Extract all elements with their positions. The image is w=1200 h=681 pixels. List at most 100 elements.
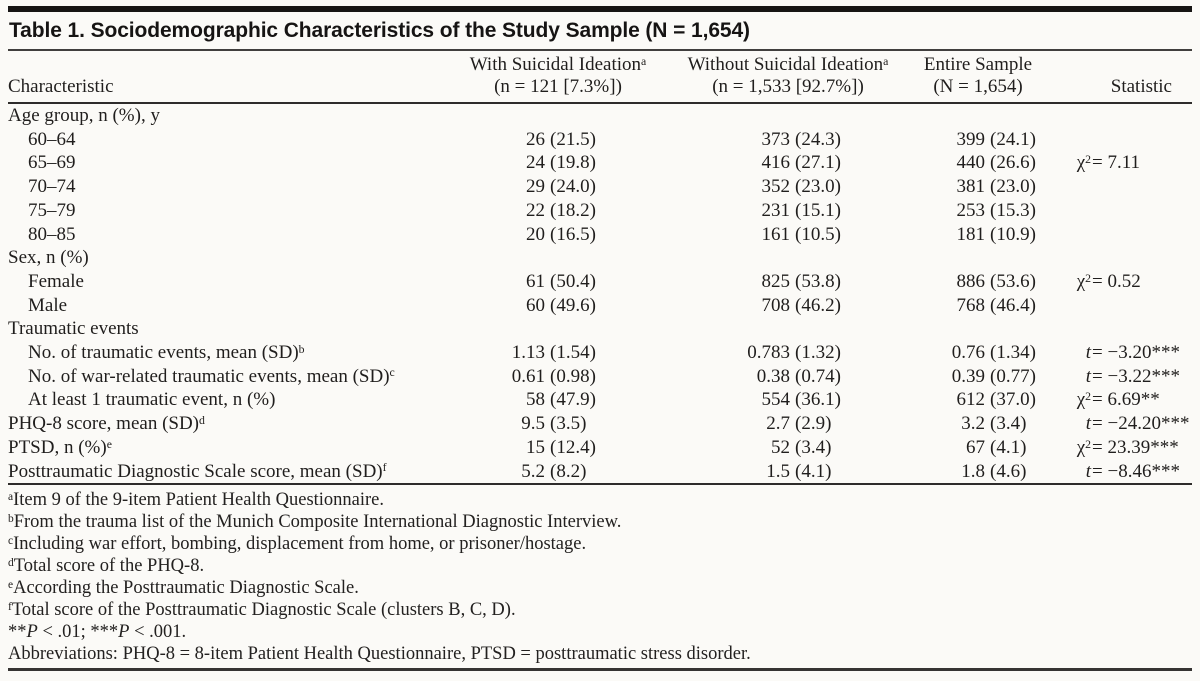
value-number: 416	[761, 152, 791, 174]
without-si-cell: 708 (46.2)	[668, 294, 908, 318]
without-si-cell-value: 825 (53.8)	[668, 270, 908, 294]
footnote-line: cIncluding war effort, bombing, displace…	[8, 534, 587, 555]
without-si-cell-value: 708 (46.2)	[668, 294, 908, 318]
with-si-cell: 20 (16.5)	[448, 223, 668, 247]
without-si-cell: 352 (23.0)	[668, 175, 908, 199]
statistic-cell	[1048, 175, 1192, 199]
with-si-cell: 15 (12.4)	[448, 436, 668, 460]
top-black-bar	[8, 6, 1192, 12]
entire-sample-cell: 1.8 (4.6)	[908, 460, 1048, 484]
entire-sample-cell-value: 399 (24.1)	[908, 128, 1048, 152]
without-si-cell: 0.38 (0.74)	[668, 365, 908, 389]
without-si-cell-value: 1.5 (4.1)	[668, 460, 908, 484]
footnote-line: **P < .01; ***P < .001.	[8, 622, 187, 643]
value-percent: (18.2)	[550, 199, 596, 221]
header-with-si-n: (n = 121 [7.3%])	[494, 76, 622, 97]
value-percent: (8.2)	[550, 460, 587, 482]
with-si-cell-value: 22 (18.2)	[448, 199, 668, 223]
with-si-cell: 29 (24.0)	[448, 175, 668, 199]
without-si-cell: 554 (36.1)	[668, 388, 908, 412]
row-label: Male	[28, 294, 68, 316]
footnote-line: aItem 9 of the 9-item Patient Health Que…	[8, 490, 385, 511]
statistic-symbol: χ2	[1076, 389, 1092, 411]
header-statistic-label: Statistic	[1110, 76, 1172, 97]
value-number: 3.2	[961, 413, 985, 435]
without-si-cell-value: 2.7 (2.9)	[668, 412, 908, 436]
with-si-cell-value: 61 (50.4)	[448, 270, 668, 294]
footnote-marker-d: d	[199, 413, 205, 427]
table-row: At least 1 traumatic event, n (%) 58 (47.9…	[8, 388, 1192, 412]
value-percent: (50.4)	[550, 270, 596, 292]
without-si-cell: 161 (10.5)	[668, 223, 908, 247]
value-number: 1.13	[511, 342, 545, 364]
row-label: Posttraumatic Diagnostic Scale score, me…	[8, 460, 387, 482]
header-entire-sample-n: (N = 1,654)	[933, 76, 1023, 97]
table-body-table: Age group, n (%), y 60–64 26 (21.5) 373 (24.3…	[8, 104, 1192, 483]
rule-under-title	[8, 49, 1192, 51]
value-number: 29	[526, 176, 545, 198]
rule-above-footnotes	[8, 483, 1192, 486]
section-row: Sex, n (%)	[8, 246, 1192, 270]
footnotes: aItem 9 of the 9-item Patient Health Que…	[8, 485, 1192, 667]
value-percent: (0.98)	[550, 365, 596, 387]
footnote-marker-a: a	[883, 54, 889, 68]
without-si-cell-value: 161 (10.5)	[668, 223, 908, 247]
value-number: 1.8	[961, 460, 985, 482]
without-si-cell-value: 0.783 (1.32)	[668, 341, 908, 365]
with-si-cell-value: 24 (19.8)	[448, 151, 668, 175]
with-si-cell: 0.61 (0.98)	[448, 365, 668, 389]
value-percent: (4.1)	[795, 460, 832, 482]
section-row: Traumatic events	[8, 317, 1192, 341]
statistic-exponent: 2	[1085, 390, 1092, 404]
row-label: 60–64	[28, 128, 76, 150]
footnote-letter-c: c	[8, 534, 14, 547]
statistic-symbol: t	[1085, 460, 1092, 482]
value-percent: (19.8)	[550, 152, 596, 174]
value-number: 60	[526, 294, 545, 316]
value-number: 24	[526, 152, 545, 174]
value-percent: (49.6)	[550, 294, 596, 316]
row-label: 70–74	[28, 176, 76, 198]
value-number: 20	[526, 223, 545, 245]
entire-sample-cell-value: 253 (15.3)	[908, 199, 1048, 223]
value-number: 440	[956, 152, 986, 174]
entire-sample-cell: 768 (46.4)	[908, 294, 1048, 318]
table-row: 70–74 29 (24.0) 352 (23.0) 381 (23.0)	[8, 175, 1192, 199]
entire-sample-cell-value: 181 (10.9)	[908, 223, 1048, 247]
statistic-cell	[1048, 199, 1192, 223]
without-si-cell: 416 (27.1)	[668, 151, 908, 175]
value-number: 52	[771, 436, 790, 458]
statistic-symbol: t	[1085, 413, 1092, 435]
value-percent: (2.9)	[795, 413, 832, 435]
statistic-cell: χ2 = 0.52	[1048, 270, 1192, 294]
value-percent: (47.9)	[550, 389, 596, 411]
statistic-symbol: χ2	[1076, 152, 1092, 174]
footnote-letter-e: e	[8, 578, 14, 591]
header-statistic: Statistic	[1048, 51, 1192, 102]
header-characteristic-label: Characteristic	[8, 76, 114, 97]
value-number: 0.61	[511, 365, 545, 387]
statistic-exponent: 2	[1085, 437, 1092, 451]
entire-sample-cell-value: 440 (26.6)	[908, 151, 1048, 175]
value-percent: (3.4)	[990, 413, 1027, 435]
value-percent: (12.4)	[550, 436, 596, 458]
bottom-rule	[8, 668, 1192, 672]
statistic-cell: t = −24.20***	[1048, 412, 1192, 436]
statistic-value: t = −24.20***	[1048, 412, 1192, 436]
without-si-cell: 2.7 (2.9)	[668, 412, 908, 436]
statistic-number: = 23.39***	[1092, 436, 1179, 458]
row-label: Traumatic events	[8, 318, 139, 340]
rule-under-header	[8, 102, 1192, 104]
statistic-number: = −3.20***	[1092, 342, 1180, 364]
with-si-cell: 26 (21.5)	[448, 128, 668, 152]
statistic-cell: t = −3.20***	[1048, 341, 1192, 365]
value-percent: (1.32)	[795, 342, 841, 364]
table-row: Female 61 (50.4) 825 (53.8) 886 (53.6) χ2 = 0.52	[8, 270, 1192, 294]
statistic-symbol: t	[1085, 365, 1092, 387]
footnote-letter-d: d	[8, 556, 14, 569]
entire-sample-cell-value: 768 (46.4)	[908, 294, 1048, 318]
with-si-cell-value: 1.13 (1.54)	[448, 341, 668, 365]
with-si-cell: 1.13 (1.54)	[448, 341, 668, 365]
value-percent: (53.6)	[990, 270, 1036, 292]
row-label: 65–69	[28, 152, 76, 174]
